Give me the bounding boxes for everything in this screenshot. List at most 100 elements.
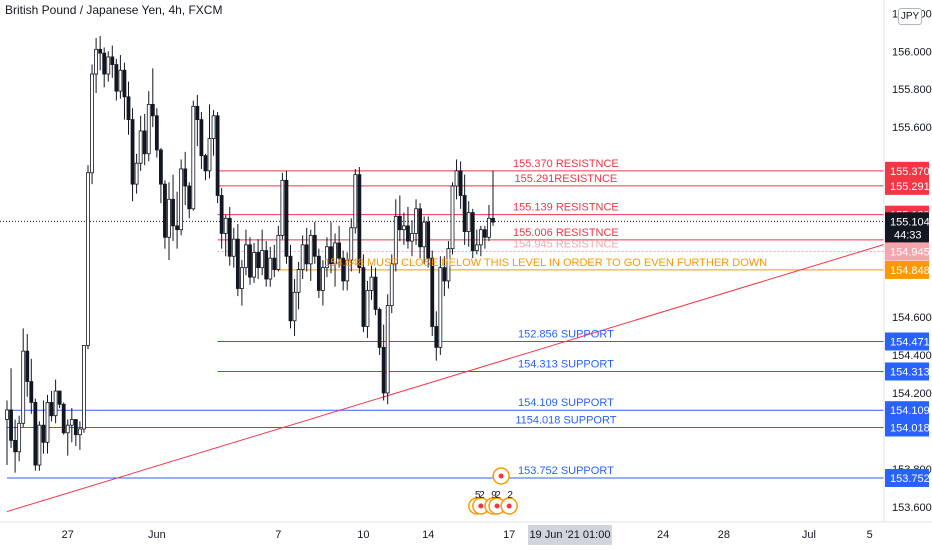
candle[interactable]	[82, 345, 86, 433]
candle[interactable]	[462, 174, 467, 245]
candle[interactable]	[86, 165, 90, 350]
candle[interactable]	[434, 311, 439, 361]
candle[interactable]	[426, 216, 431, 268]
candle[interactable]	[130, 108, 135, 202]
candle[interactable]	[414, 199, 418, 245]
level-label[interactable]: 154.945 RESISTNCE	[513, 239, 619, 251]
candle[interactable]	[231, 227, 236, 268]
candle[interactable]	[357, 167, 362, 274]
candle[interactable]	[397, 195, 402, 242]
candle[interactable]	[296, 261, 301, 310]
level-label[interactable]: 155.139 RESISTNCE	[513, 202, 619, 214]
candle[interactable]	[65, 419, 70, 456]
candle[interactable]	[150, 68, 155, 128]
candle[interactable]	[183, 151, 188, 206]
candle[interactable]	[316, 248, 321, 299]
candle[interactable]	[244, 229, 248, 276]
candle[interactable]	[329, 222, 333, 274]
candle[interactable]	[361, 254, 366, 333]
candle[interactable]	[154, 108, 159, 158]
candle[interactable]	[381, 324, 386, 401]
level-label[interactable]: 1154.018 SUPPORT	[515, 414, 616, 426]
trendline[interactable]	[6, 244, 885, 513]
candle[interactable]	[5, 400, 9, 466]
candle[interactable]	[458, 161, 463, 209]
candle[interactable]	[260, 229, 265, 276]
candle[interactable]	[304, 227, 309, 272]
event-marker[interactable]: 2	[472, 490, 490, 515]
candle[interactable]	[78, 421, 82, 450]
candle[interactable]	[345, 252, 350, 291]
candle[interactable]	[49, 391, 54, 422]
candle[interactable]	[146, 91, 151, 162]
candle[interactable]	[45, 394, 50, 454]
candle[interactable]	[470, 208, 475, 259]
level-label[interactable]: 155.291RESISTNCE	[515, 173, 618, 185]
candle[interactable]	[320, 260, 325, 306]
candle[interactable]	[41, 400, 46, 454]
candle[interactable]	[377, 307, 382, 355]
currency-badge[interactable]: JPY	[898, 8, 922, 25]
candle[interactable]	[122, 62, 127, 120]
level-label[interactable]: 155.370 RESISTNCE	[513, 158, 619, 170]
event-marker[interactable]: 2	[500, 490, 518, 515]
candle[interactable]	[349, 218, 354, 272]
candle[interactable]	[163, 180, 167, 249]
level-label[interactable]: 154.313 SUPPORT	[518, 358, 614, 370]
candle[interactable]	[134, 153, 139, 194]
price-axis[interactable]: 156.200156.000155.800155.600154.600154.4…	[883, 0, 932, 550]
candle[interactable]	[268, 246, 273, 287]
candle[interactable]	[211, 110, 216, 156]
candle[interactable]	[365, 280, 370, 338]
candle[interactable]	[369, 265, 374, 300]
candle[interactable]	[13, 419, 18, 473]
candle[interactable]	[215, 111, 220, 204]
candle[interactable]	[466, 201, 471, 247]
candle[interactable]	[288, 244, 293, 329]
candle[interactable]	[90, 64, 94, 185]
candle[interactable]	[252, 242, 256, 283]
candle[interactable]	[102, 47, 107, 88]
candle[interactable]	[438, 256, 443, 355]
candle[interactable]	[272, 244, 277, 278]
level-label[interactable]: 154.848 MUST CLOSE BELOW THIS LEVEL IN O…	[324, 257, 767, 269]
candle[interactable]	[158, 148, 163, 204]
candle[interactable]	[422, 216, 427, 264]
candle[interactable]	[478, 225, 483, 257]
candle[interactable]	[118, 55, 123, 99]
candle[interactable]	[207, 104, 212, 179]
candle[interactable]	[292, 279, 297, 336]
candle[interactable]	[21, 328, 26, 428]
candle[interactable]	[401, 212, 406, 245]
candle[interactable]	[239, 260, 244, 306]
candle[interactable]	[203, 153, 208, 181]
event-marker[interactable]	[492, 467, 510, 485]
candle[interactable]	[223, 214, 228, 257]
candle[interactable]	[446, 241, 451, 289]
candle[interactable]	[191, 100, 196, 211]
candle[interactable]	[418, 203, 423, 259]
candle[interactable]	[227, 206, 232, 266]
candle[interactable]	[187, 182, 192, 219]
candle[interactable]	[264, 241, 269, 287]
candle[interactable]	[29, 358, 34, 414]
candle[interactable]	[33, 398, 38, 471]
candle[interactable]	[341, 250, 346, 291]
candle[interactable]	[385, 294, 390, 405]
candle[interactable]	[179, 159, 184, 236]
candle[interactable]	[94, 37, 98, 94]
candle[interactable]	[171, 174, 175, 242]
candle[interactable]	[280, 172, 285, 240]
candle[interactable]	[37, 421, 42, 471]
candle[interactable]	[138, 115, 143, 171]
candle[interactable]	[57, 390, 62, 409]
candle[interactable]	[333, 233, 337, 287]
candle[interactable]	[9, 368, 13, 448]
candle[interactable]	[126, 81, 131, 135]
candle[interactable]	[199, 111, 204, 169]
candle[interactable]	[450, 182, 455, 255]
candle[interactable]	[106, 51, 111, 82]
candle[interactable]	[393, 199, 398, 272]
candle[interactable]	[442, 256, 447, 297]
